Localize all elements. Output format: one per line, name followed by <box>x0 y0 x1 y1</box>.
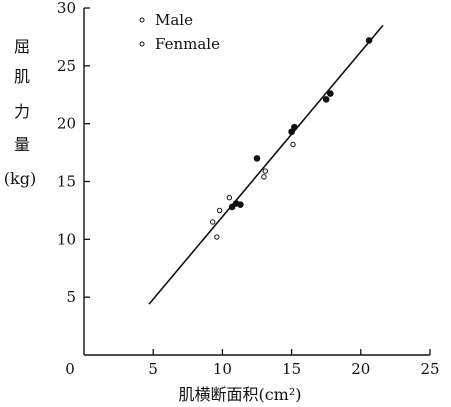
female-point <box>226 194 233 201</box>
male-point <box>253 155 261 162</box>
female-point <box>210 219 216 225</box>
male-point <box>327 90 334 97</box>
female-point <box>216 207 223 214</box>
female-point <box>290 141 296 148</box>
y-tick-label: 10 <box>57 230 76 248</box>
y-tick-label: 20 <box>57 115 76 133</box>
x-axis-label: 肌横断面积(cm²) <box>178 385 301 404</box>
legend-label: Male <box>155 11 193 29</box>
y-axis-unit: (kg) <box>4 169 36 188</box>
y-tick-label: 30 <box>57 0 76 17</box>
male-point <box>365 37 373 44</box>
y-axis-label-char: 力 <box>14 102 30 121</box>
y-axis-label-char: 肌 <box>14 67 30 86</box>
legend-marker-male <box>139 17 145 23</box>
x-tick-label: 20 <box>351 360 370 378</box>
y-axis-label-char: 屈 <box>14 37 30 56</box>
female-point <box>261 174 267 180</box>
x-tick-label: 5 <box>148 360 158 378</box>
female-point <box>262 168 269 174</box>
y-axis-label-char: 量 <box>14 135 30 154</box>
regression-line <box>148 24 384 305</box>
fit-line-group <box>148 24 384 305</box>
legend-marker-female <box>139 41 145 47</box>
male-point <box>228 203 236 211</box>
y-tick-label: 5 <box>66 288 76 306</box>
axes: 0 5 10 15 20 25 5 10 15 20 25 30 <box>57 0 440 378</box>
data-points <box>210 37 373 240</box>
x-tick-label: 10 <box>213 360 232 378</box>
x-tick-label: 25 <box>420 360 439 378</box>
x-tick-label: 0 <box>65 360 75 378</box>
male-point <box>237 201 244 208</box>
legend: Male Fenmale <box>139 11 220 53</box>
y-tick-label: 15 <box>57 173 76 191</box>
x-tick-label: 15 <box>282 360 301 378</box>
male-point <box>288 128 295 136</box>
y-tick-label: 25 <box>57 57 76 75</box>
male-point <box>291 123 298 131</box>
legend-label: Fenmale <box>155 35 220 53</box>
female-point <box>214 234 220 240</box>
male-point <box>322 96 330 103</box>
